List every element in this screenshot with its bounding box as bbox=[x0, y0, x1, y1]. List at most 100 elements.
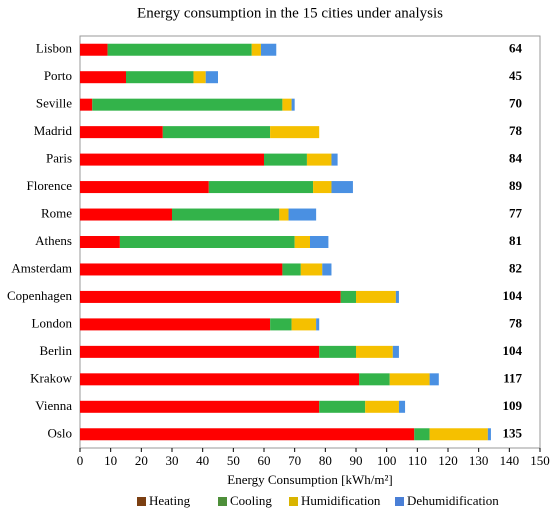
legend-swatch bbox=[218, 497, 227, 506]
y-tick-label: Porto bbox=[44, 68, 72, 83]
total-label: 82 bbox=[509, 260, 522, 275]
x-tick-label: 100 bbox=[377, 453, 397, 468]
bar-segment bbox=[291, 318, 317, 331]
x-tick-label: 120 bbox=[438, 453, 458, 468]
bar-segment bbox=[356, 290, 396, 303]
legend-label: Humidification bbox=[301, 493, 381, 508]
bar-segment bbox=[80, 43, 108, 56]
bar-segment bbox=[319, 400, 366, 413]
chart-title: Energy consumption in the 15 cities unde… bbox=[137, 5, 443, 21]
bar-segment bbox=[414, 428, 430, 441]
legend-label: Heating bbox=[149, 493, 191, 508]
bar-segment bbox=[270, 126, 320, 139]
bar-segment bbox=[331, 153, 338, 166]
x-tick-label: 30 bbox=[166, 453, 179, 468]
total-label: 84 bbox=[509, 151, 523, 166]
bar-segment bbox=[80, 318, 271, 331]
total-label: 70 bbox=[509, 96, 522, 111]
x-tick-label: 70 bbox=[288, 453, 301, 468]
x-tick-label: 140 bbox=[500, 453, 520, 468]
bar-segment bbox=[300, 263, 323, 276]
total-label: 64 bbox=[509, 41, 523, 56]
bar-segment bbox=[291, 98, 295, 111]
bar-segment bbox=[260, 43, 277, 56]
bar-segment bbox=[429, 428, 488, 441]
y-tick-label: Vienna bbox=[35, 398, 72, 413]
bar-segment bbox=[80, 71, 126, 84]
bar-segment bbox=[80, 345, 320, 358]
x-tick-label: 130 bbox=[469, 453, 489, 468]
legend-swatch bbox=[395, 497, 404, 506]
total-label: 89 bbox=[509, 178, 523, 193]
bar-segment bbox=[279, 208, 289, 221]
bar-segment bbox=[205, 71, 218, 84]
bar-segment bbox=[162, 126, 271, 139]
total-label: 77 bbox=[509, 206, 523, 221]
legend-swatch bbox=[137, 497, 146, 506]
y-tick-label: Florence bbox=[27, 178, 73, 193]
x-tick-label: 40 bbox=[196, 453, 209, 468]
total-label: 78 bbox=[509, 315, 523, 330]
bar-segment bbox=[80, 181, 209, 194]
bar-segment bbox=[294, 236, 310, 248]
bar-segment bbox=[389, 373, 430, 386]
bar-segment bbox=[359, 373, 390, 386]
bar-segment bbox=[392, 345, 399, 358]
bar-segment bbox=[310, 236, 329, 248]
x-tick-label: 20 bbox=[135, 453, 148, 468]
bar-segment bbox=[80, 263, 283, 276]
legend-label: Dehumidification bbox=[407, 493, 499, 508]
bar-segment bbox=[80, 290, 341, 303]
legend-label: Cooling bbox=[230, 493, 272, 508]
bar-segment bbox=[126, 71, 194, 84]
total-label: 81 bbox=[509, 233, 522, 248]
y-tick-label: Amsterdam bbox=[11, 260, 72, 275]
y-tick-label: Rome bbox=[41, 206, 72, 221]
bar-segment bbox=[429, 373, 439, 386]
total-label: 109 bbox=[503, 398, 523, 413]
bar-segment bbox=[306, 153, 332, 166]
bar-segment bbox=[172, 208, 280, 221]
bar-segment bbox=[313, 181, 332, 194]
bar-segment bbox=[288, 208, 317, 221]
x-tick-label: 150 bbox=[530, 453, 550, 468]
total-label: 78 bbox=[509, 123, 523, 138]
bar-segment bbox=[193, 71, 206, 84]
bar-segment bbox=[264, 153, 307, 166]
x-tick-label: 50 bbox=[227, 453, 240, 468]
total-label: 45 bbox=[509, 68, 523, 83]
bar-segment bbox=[80, 236, 120, 248]
bar-segment bbox=[80, 126, 163, 139]
total-label: 117 bbox=[503, 370, 522, 385]
y-tick-label: Krakow bbox=[30, 370, 72, 385]
bar-segment bbox=[316, 318, 320, 331]
x-tick-label: 90 bbox=[350, 453, 363, 468]
bar-segment bbox=[80, 208, 172, 221]
bar-segment bbox=[340, 290, 356, 303]
bar-segment bbox=[80, 373, 360, 386]
bar-segment bbox=[356, 345, 393, 358]
y-tick-label: Athens bbox=[35, 233, 72, 248]
x-tick-label: 10 bbox=[104, 453, 117, 468]
y-tick-label: Oslo bbox=[47, 425, 72, 440]
bar-segment bbox=[119, 236, 295, 248]
y-tick-label: Berlin bbox=[40, 343, 73, 358]
x-tick-label: 0 bbox=[77, 453, 84, 468]
bar-segment bbox=[80, 153, 264, 166]
bar-segment bbox=[322, 263, 332, 276]
x-tick-label: 110 bbox=[408, 453, 427, 468]
bar-segment bbox=[395, 290, 399, 303]
total-label: 135 bbox=[503, 425, 523, 440]
bar-segment bbox=[331, 181, 353, 194]
x-tick-label: 80 bbox=[319, 453, 332, 468]
bar-segment bbox=[319, 345, 356, 358]
bar-segment bbox=[80, 400, 320, 413]
bar-segment bbox=[80, 98, 93, 111]
y-tick-label: Lisbon bbox=[36, 41, 73, 56]
bar-segment bbox=[365, 400, 399, 413]
total-label: 104 bbox=[503, 343, 523, 358]
bar-segment bbox=[282, 263, 301, 276]
x-tick-label: 60 bbox=[258, 453, 271, 468]
y-tick-label: Paris bbox=[46, 151, 72, 166]
